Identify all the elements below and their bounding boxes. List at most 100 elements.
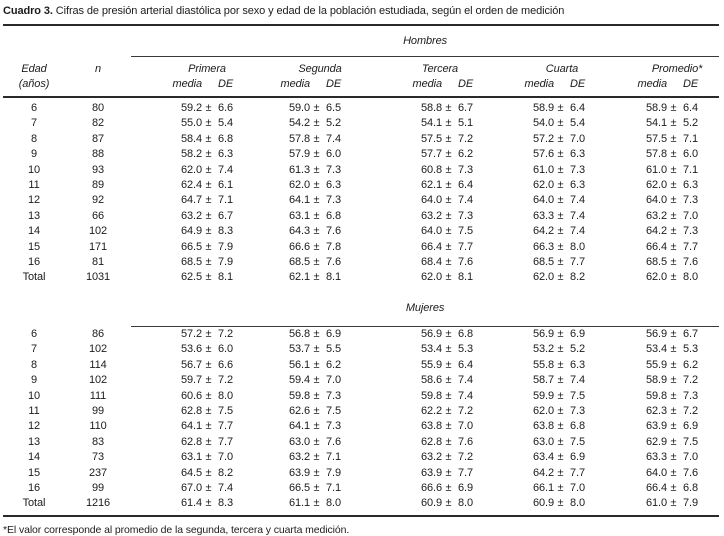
cell-de: 7.1: [683, 132, 698, 145]
spacer-cell: [202, 76, 215, 98]
plus-minus-sign: ±: [313, 132, 320, 145]
cell-de: 7.4: [570, 194, 585, 207]
cell-de: 5.2: [570, 343, 585, 356]
plus-minus-sign: ±: [670, 466, 677, 479]
cell-media: 56.9: [645, 327, 667, 340]
cell-de: 8.0: [567, 496, 601, 517]
cell-media: 58.4: [180, 132, 202, 145]
cell-media: 64.0: [420, 225, 442, 238]
cell-n: 80: [91, 102, 105, 114]
cell-de: 6.9: [570, 327, 585, 340]
plus-minus-sign: ±: [445, 358, 452, 371]
cell-de: 7.2: [218, 374, 233, 387]
cell-n: 89: [91, 179, 105, 192]
table-row: 13 83 62.8 ±7.7 63.0 ±7.6 62.8 ±7.6 63.0 ±7.5 62.9…: [3, 435, 719, 450]
plus-minus-sign: ±: [313, 451, 320, 464]
plus-minus-sign: ±: [445, 256, 452, 269]
cell-media: 60.9: [357, 496, 442, 517]
cell-de: 8.0: [683, 271, 698, 284]
cell-edad: 11: [28, 179, 40, 192]
plus-minus-sign: ±: [670, 435, 677, 448]
cell-de: 7.3: [326, 194, 341, 207]
cell-media: 66.1: [532, 481, 554, 494]
table-row: 15 237 64.5 ±8.2 63.9 ±7.9 63.9 ±7.7 64.2 ±7.7 64.…: [3, 466, 719, 481]
cell-media: 62.1: [420, 179, 442, 192]
cell-media: 56.7: [180, 358, 202, 371]
cell-media: 64.3: [288, 225, 310, 238]
plus-minus-sign: ±: [557, 179, 564, 192]
cell-media: 62.2: [420, 404, 442, 417]
column-header-row-1: Edad n Primera Segunda Tercera Cuarta Pr…: [3, 57, 719, 77]
table-body: 6 80 59.2 ±6.6 59.0 ±6.5 58.8 ±6.7 58.9 ±6.4 58.9 ±…: [3, 97, 720, 517]
col-header-cuarta: Cuarta: [545, 63, 579, 75]
cell-de: 7.9: [680, 496, 720, 517]
table-row: 11 99 62.8 ±7.5 62.6 ±7.5 62.2 ±7.2 62.0 ±7.3 62.3…: [3, 404, 719, 419]
subheader-media: media: [601, 76, 667, 98]
col-header-promedio: Promedio*: [651, 63, 703, 75]
plus-minus-sign: ±: [205, 358, 212, 371]
plus-minus-sign: ±: [313, 179, 320, 192]
plus-minus-sign: ±: [205, 327, 212, 340]
cell-media: 57.8: [288, 132, 310, 145]
cell-de: 6.4: [458, 179, 473, 192]
plus-minus-sign: ±: [557, 481, 564, 494]
cell-media: 61.0: [532, 163, 554, 176]
plus-minus-sign: ±: [445, 102, 452, 114]
cell-media: 64.0: [645, 466, 667, 479]
cell-media: 56.9: [420, 327, 442, 340]
cell-de: 6.9: [683, 420, 698, 433]
cell-media: 57.5: [645, 132, 667, 145]
cell-media: 68.5: [645, 256, 667, 269]
cell-media: 60.9: [489, 496, 554, 517]
plus-minus-sign: ±: [670, 194, 677, 207]
cell-de: 7.4: [458, 389, 473, 402]
cell-edad: 14: [27, 451, 41, 464]
cell-media: 63.1: [288, 209, 310, 222]
cell-n: 171: [88, 240, 108, 253]
cell-de: 5.3: [458, 343, 473, 356]
plus-minus-sign: ±: [670, 225, 677, 238]
cell-media: 62.0: [180, 163, 202, 176]
plus-minus-sign: ±: [557, 209, 564, 222]
cell-media: 66.5: [288, 481, 310, 494]
cell-media: 63.0: [288, 435, 310, 448]
cell-media: 55.9: [645, 358, 667, 371]
plus-minus-sign: ±: [557, 256, 564, 269]
cell-de: 7.9: [218, 256, 233, 269]
table-row: 6 80 59.2 ±6.6 59.0 ±6.5 58.8 ±6.7 58.9 ±6.4 58.9 ±…: [3, 97, 719, 116]
cell-de: 7.1: [326, 451, 341, 464]
cell-de: 7.6: [326, 256, 341, 269]
cell-de: 6.3: [570, 358, 585, 371]
cell-de: 6.8: [218, 132, 233, 145]
cell-de: 6.8: [326, 209, 341, 222]
cell-n: 1031: [85, 271, 111, 284]
cell-media: 54.2: [288, 117, 310, 130]
column-header-row-2: (años) media DE media DE media DE media …: [3, 76, 720, 98]
cell-edad: 6: [30, 102, 38, 114]
cell-media: 57.9: [288, 148, 310, 161]
cell-de: 6.3: [570, 148, 585, 161]
plus-minus-sign: ±: [205, 132, 212, 145]
cell-edad: 13: [27, 209, 41, 222]
cell-media: 64.2: [532, 466, 554, 479]
cell-media: 62.0: [645, 179, 667, 192]
table-row: 11 89 62.4 ±6.1 62.0 ±6.3 62.1 ±6.4 62.0 ±6.3 62.0…: [3, 178, 719, 193]
plus-minus-sign: ±: [445, 435, 452, 448]
cell-de: 8.0: [455, 496, 489, 517]
plus-minus-sign: ±: [670, 481, 677, 494]
table-row: 10 93 62.0 ±7.4 61.3 ±7.3 60.8 ±7.3 61.0 ±7.3 61.0…: [3, 163, 719, 178]
plus-minus-sign: ±: [445, 420, 452, 433]
cell-edad: Total: [22, 271, 46, 284]
plus-minus-sign: ±: [557, 358, 564, 371]
cell-media: 58.2: [180, 148, 202, 161]
cell-media: 62.3: [645, 404, 667, 417]
plus-minus-sign: ±: [313, 389, 320, 402]
plus-minus-sign: ±: [445, 117, 452, 130]
plus-minus-sign: ±: [205, 209, 212, 222]
plus-minus-sign: ±: [670, 420, 677, 433]
table-row: 7 82 55.0 ±5.4 54.2 ±5.2 54.1 ±5.1 54.0 ±5.4 54.1 ±…: [3, 116, 719, 131]
plus-minus-sign: ±: [445, 240, 452, 253]
plus-minus-sign: ±: [205, 481, 212, 494]
spacer-cell: [3, 286, 131, 327]
cell-media: 64.0: [532, 194, 554, 207]
